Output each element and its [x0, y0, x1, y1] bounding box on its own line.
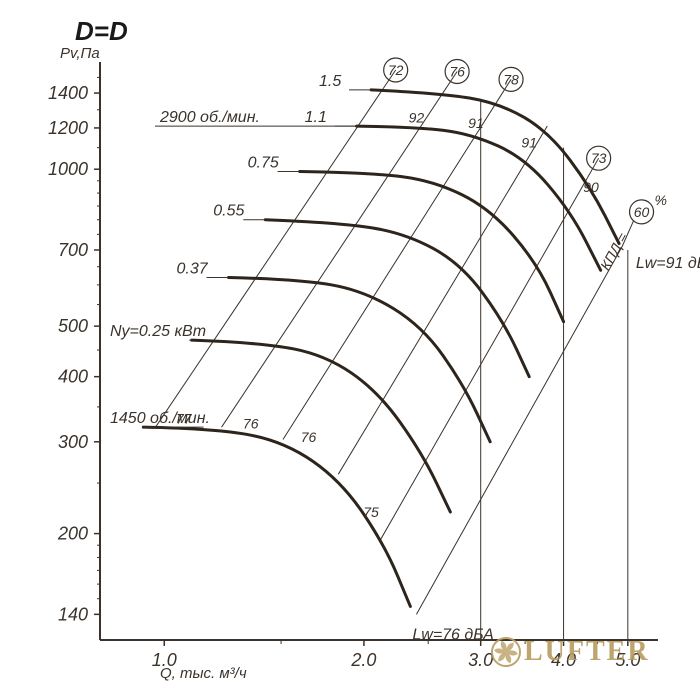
- y-tick-label: 140: [58, 604, 88, 624]
- chart-title: D=D: [75, 16, 128, 46]
- eff-circle-label: 78: [503, 71, 519, 87]
- y-tick-label: 700: [58, 240, 88, 260]
- inner-num-bot: 75: [363, 504, 379, 520]
- rpm-curve-label: 0.75: [248, 154, 279, 171]
- y-tick-label: 500: [58, 316, 88, 336]
- x-tick-label: 3.0: [468, 650, 493, 670]
- eff-circle-label: 76: [449, 63, 465, 79]
- rpm-curve-label: 1.1: [305, 109, 327, 126]
- inner-num-bot: 76: [301, 429, 317, 445]
- rpm-curve-label: Ny=0.25 кВт: [110, 323, 206, 340]
- rpm-curve-label: 0.37: [177, 260, 209, 277]
- y-tick-label: 1400: [48, 83, 88, 103]
- eff-circle-label: 72: [388, 62, 404, 78]
- rpm-top-label: 2900 об./мин.: [159, 109, 260, 126]
- rpm-curve-label: 0.55: [213, 203, 244, 220]
- inner-num-bot: 76: [243, 416, 259, 432]
- lw-top: Lw=91 дБА: [636, 255, 700, 272]
- x-tick-label: 1.0: [152, 650, 177, 670]
- y-tick-label: 300: [58, 432, 88, 452]
- y-tick-label: 200: [57, 524, 88, 544]
- inner-num-top: 90: [583, 179, 599, 195]
- inner-num-bot: 77: [176, 411, 193, 427]
- x-tick-label: 2.0: [350, 650, 376, 670]
- y-axis-label: Pv,Па: [60, 45, 100, 62]
- inner-num-top: 91: [521, 135, 537, 151]
- rpm-curve-label: 1.5: [319, 73, 341, 90]
- y-tick-label: 1000: [48, 159, 88, 179]
- y-tick-label: 400: [58, 367, 88, 387]
- inner-num-top: 91: [468, 115, 484, 131]
- rpm-curve-label: 1450 об./мин.: [110, 410, 210, 427]
- brand-text: LUFTER: [524, 636, 650, 667]
- y-tick-label: 1200: [48, 118, 88, 138]
- lw-bot: Lw=76 дБА: [412, 626, 493, 643]
- chart-bg: [0, 0, 700, 700]
- inner-num-top: 92: [409, 109, 425, 125]
- eff-circle-label: 60: [634, 204, 650, 220]
- eff-circle-label: 73: [591, 150, 607, 166]
- kpd-percent: %: [655, 192, 667, 208]
